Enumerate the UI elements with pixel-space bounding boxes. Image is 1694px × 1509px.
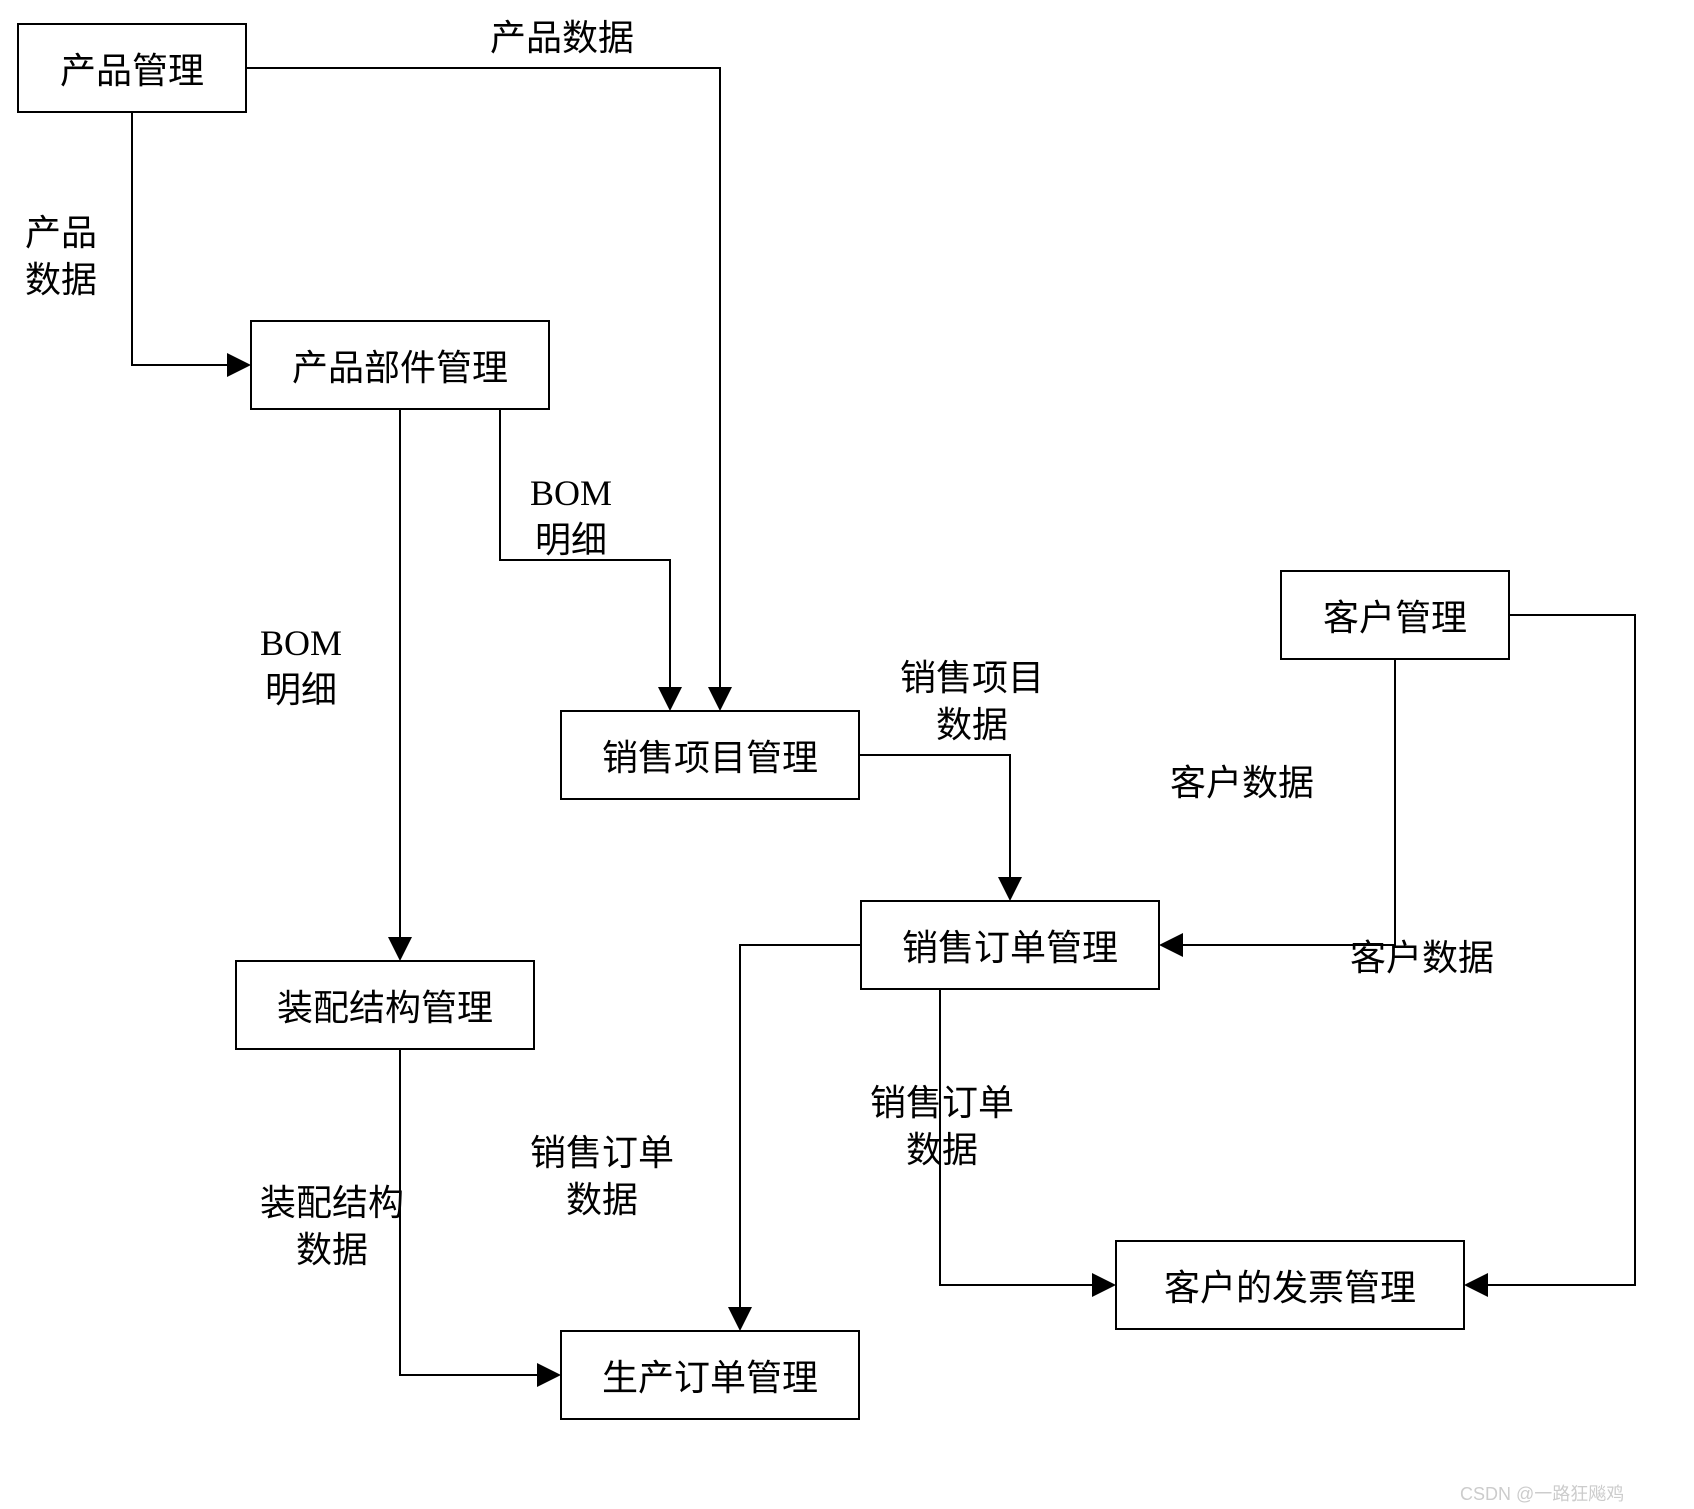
node-invoice-mgmt: 客户的发票管理: [1115, 1240, 1465, 1330]
edge-label-sales-order-data-2: 销售订单 数据: [870, 1080, 1014, 1174]
node-label: 销售项目管理: [602, 729, 818, 781]
node-label: 销售订单管理: [902, 919, 1118, 971]
node-customer-mgmt: 客户管理: [1280, 570, 1510, 660]
node-label: 客户的发票管理: [1164, 1259, 1416, 1311]
edge-label-sales-order-data-1: 销售订单 数据: [530, 1130, 674, 1224]
edge-e5: [860, 755, 1010, 897]
edge-label-assembly-data: 装配结构 数据: [260, 1180, 404, 1274]
edge-label-product-data-left: 产品 数据: [25, 210, 97, 304]
watermark: CSDN @一路狂飚鸡: [1460, 1480, 1624, 1506]
node-label: 产品管理: [60, 42, 204, 94]
node-label: 生产订单管理: [602, 1349, 818, 1401]
edge-e2: [132, 113, 247, 365]
edge-label-bom-detail-right: BOM 明细: [530, 470, 612, 564]
node-component-mgmt: 产品部件管理: [250, 320, 550, 410]
edge-e9: [740, 945, 860, 1327]
edge-label-product-data-top: 产品数据: [490, 15, 634, 62]
node-label: 产品部件管理: [292, 339, 508, 391]
node-sales-order-mgmt: 销售订单管理: [860, 900, 1160, 990]
node-label: 客户管理: [1323, 589, 1467, 641]
edge-label-sales-project-data: 销售项目 数据: [900, 655, 1044, 749]
node-sales-project-mgmt: 销售项目管理: [560, 710, 860, 800]
edge-label-customer-data-1: 客户数据: [1170, 760, 1314, 807]
node-label: 装配结构管理: [277, 979, 493, 1031]
node-assembly-mgmt: 装配结构管理: [235, 960, 535, 1050]
node-production-mgmt: 生产订单管理: [560, 1330, 860, 1420]
edge-label-bom-detail-left: BOM 明细: [260, 620, 342, 714]
edge-label-customer-data-2: 客户数据: [1350, 935, 1494, 982]
node-product-mgmt: 产品管理: [17, 23, 247, 113]
